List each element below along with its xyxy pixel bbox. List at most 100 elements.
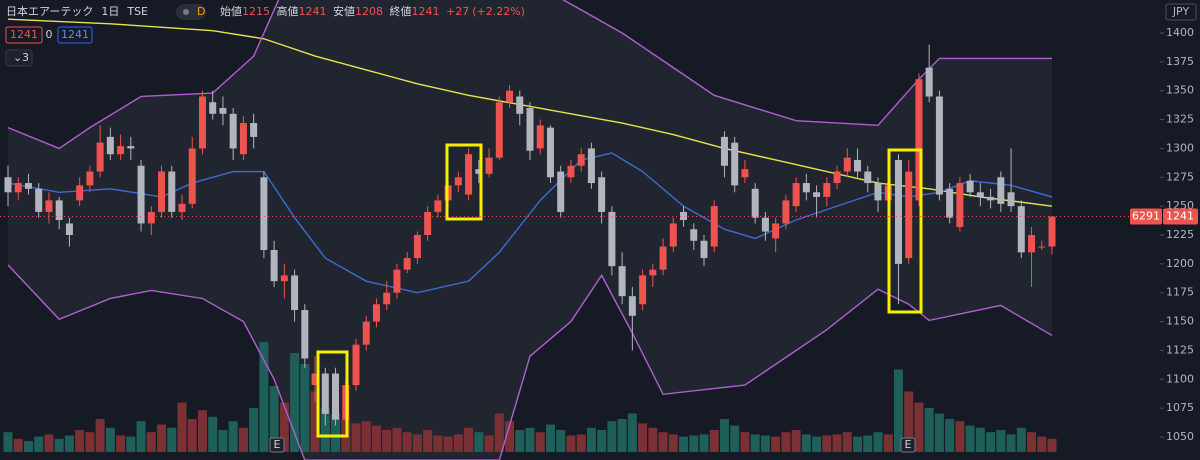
volume-bar xyxy=(832,434,842,452)
candle-body xyxy=(178,203,186,212)
candle-body xyxy=(332,373,340,420)
candle-body xyxy=(14,183,22,193)
candle-body xyxy=(495,102,503,158)
candle-body xyxy=(956,183,964,227)
candle-body xyxy=(915,79,923,201)
candle-body xyxy=(772,223,780,239)
volume-bar xyxy=(464,427,474,452)
volume-bar xyxy=(566,435,576,452)
indicator-toggle[interactable] xyxy=(5,49,33,67)
volume-bar xyxy=(822,435,832,452)
volume-bar xyxy=(310,391,320,452)
candle-body xyxy=(546,127,554,178)
volume-bar xyxy=(249,408,259,452)
candle-body xyxy=(833,171,841,184)
candle-body xyxy=(761,217,769,232)
candle-body xyxy=(250,123,258,137)
indicator-line xyxy=(7,0,1052,150)
volume-bar xyxy=(975,427,985,452)
candle-body xyxy=(516,96,524,114)
candle-body xyxy=(229,113,237,149)
y-tick-label: 1075 xyxy=(1166,401,1194,414)
button-box[interactable] xyxy=(5,26,43,44)
candle-body xyxy=(536,125,544,149)
price-label-bg xyxy=(1130,208,1162,225)
volume-bar xyxy=(658,432,668,452)
candle-body xyxy=(1028,235,1036,253)
volume-bar xyxy=(730,425,740,452)
ohlc-value: 1215 xyxy=(242,5,270,18)
earnings-box xyxy=(900,437,916,453)
volume-bar xyxy=(863,435,873,452)
legend-title: 日本エアーテック 1日 TSE xyxy=(6,4,148,18)
button-label: 1241 xyxy=(10,28,38,41)
volume-bar xyxy=(279,402,289,452)
candle-body xyxy=(997,177,1005,204)
candle-body xyxy=(24,183,32,189)
volume-bar xyxy=(617,419,627,452)
highlight-box xyxy=(887,148,923,314)
volume-bar xyxy=(689,435,699,452)
exchange: TSE xyxy=(126,5,148,18)
volume-bar xyxy=(187,419,197,452)
candle-body xyxy=(424,211,432,235)
candle-body xyxy=(65,223,73,235)
y-tick-label: 1225 xyxy=(1166,228,1194,241)
ohlc-label: 安値 xyxy=(333,4,355,18)
volume-bar xyxy=(105,427,115,452)
candle-body xyxy=(352,344,360,386)
candle-body xyxy=(557,171,565,212)
candle-body xyxy=(946,188,954,218)
volume-bar xyxy=(95,419,105,452)
candle-body xyxy=(393,269,401,293)
candle-body xyxy=(127,146,135,149)
candle-body xyxy=(117,146,125,155)
y-tick-label: 1050 xyxy=(1166,430,1194,443)
candle-body xyxy=(1048,216,1056,247)
change: +27 xyxy=(446,5,469,18)
volume-bar xyxy=(893,369,903,452)
candle-body xyxy=(188,148,196,204)
volume-bar xyxy=(760,435,770,452)
candle-body xyxy=(854,159,862,172)
candle-body xyxy=(403,258,411,270)
y-tick-label: 1125 xyxy=(1166,343,1194,356)
volume-bar xyxy=(945,419,955,452)
candle-body xyxy=(587,148,595,184)
volume-bar xyxy=(996,430,1006,452)
badge-bg[interactable] xyxy=(176,4,206,20)
volume-bar xyxy=(842,432,852,452)
volume-bar xyxy=(597,430,607,452)
currency-box[interactable] xyxy=(1165,3,1197,21)
highlight-box xyxy=(316,350,349,438)
y-tick-label: 1300 xyxy=(1166,141,1194,154)
volume-bar xyxy=(791,430,801,452)
candle-body xyxy=(751,188,759,218)
chevron: ⌄ xyxy=(13,51,22,64)
volume-bar xyxy=(586,427,596,452)
candle-body xyxy=(935,96,943,195)
y-tick-label: 1325 xyxy=(1166,113,1194,126)
candle-body xyxy=(823,183,831,197)
volume-bar xyxy=(259,342,269,452)
volume-bar xyxy=(433,435,443,452)
candle-body xyxy=(506,90,514,103)
volume-bar xyxy=(351,423,361,452)
candle-body xyxy=(485,157,493,174)
button-box[interactable] xyxy=(57,26,93,44)
volume-bar xyxy=(934,413,944,452)
candle-body xyxy=(905,171,913,259)
ohlc-label: 終値 xyxy=(390,4,412,18)
ohlc-label: 始値 xyxy=(220,4,242,18)
candle-body xyxy=(311,373,319,386)
volume-bar xyxy=(750,434,760,452)
candle-body xyxy=(413,235,421,259)
candle-body xyxy=(598,177,606,212)
volume-bar xyxy=(883,434,893,452)
volume-bar xyxy=(576,434,586,452)
candle-body xyxy=(925,67,933,97)
volume-bar xyxy=(525,427,535,452)
volume-bar xyxy=(679,436,689,452)
volume-bar xyxy=(453,434,463,452)
volume-bar xyxy=(627,413,637,452)
